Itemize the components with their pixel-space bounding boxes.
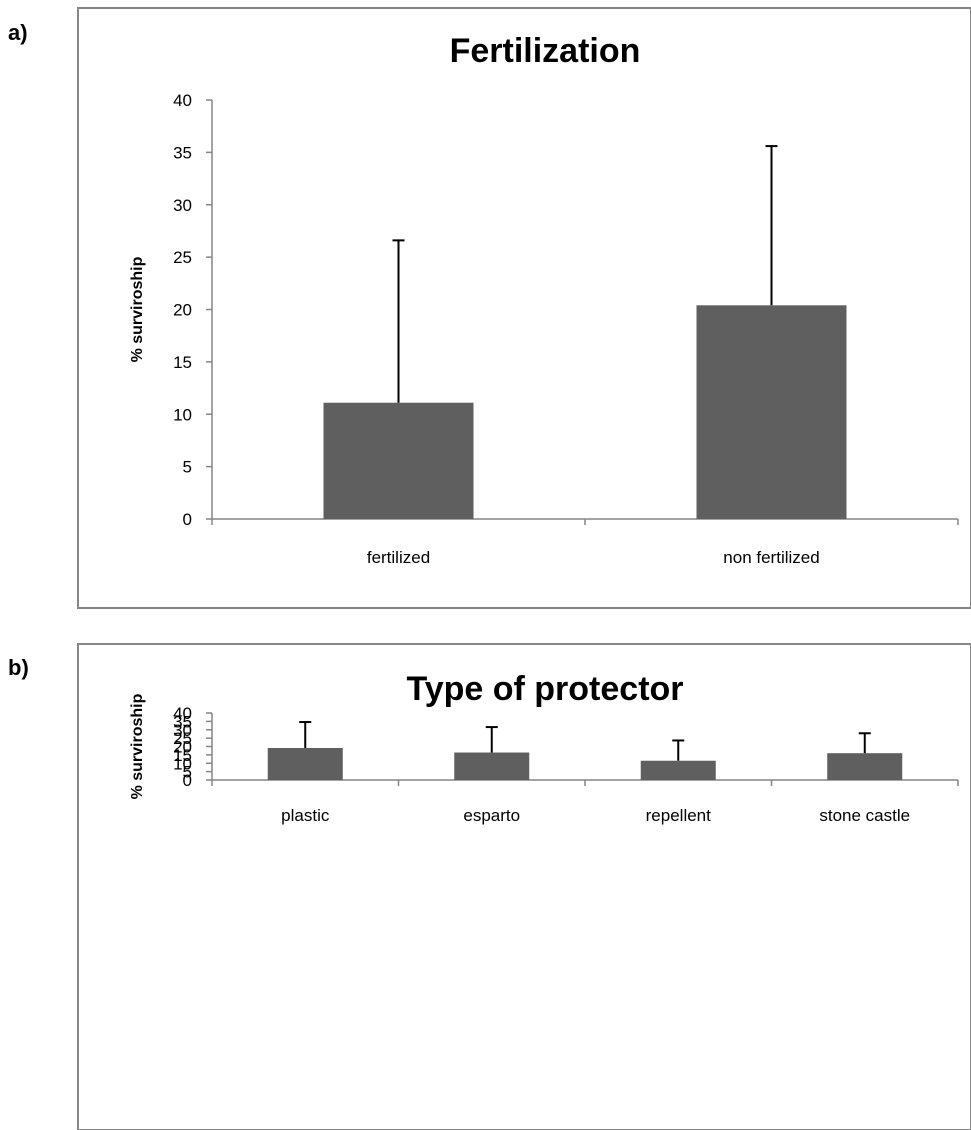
y-tick-label: 40: [173, 91, 192, 110]
y-tick-label: 35: [173, 143, 192, 162]
y-tick-label: 15: [173, 353, 192, 372]
bar: [323, 402, 474, 519]
y-tick-label: 30: [173, 721, 192, 740]
panel-label-b: b): [8, 655, 29, 680]
x-tick-label: non fertilized: [723, 548, 819, 567]
y-tick-label: 25: [173, 248, 192, 267]
x-tick-label: esparto: [463, 806, 520, 825]
bar: [267, 748, 343, 780]
y-tick-label: 15: [173, 746, 192, 765]
y-tick-label: 10: [173, 754, 192, 773]
y-tick-label: 35: [173, 712, 192, 731]
panel-label-a: a): [8, 20, 28, 45]
y-tick-label: 30: [173, 196, 192, 215]
chart-frame: [77, 7, 971, 609]
y-tick-label: 40: [173, 704, 192, 723]
chart-frame: [77, 643, 971, 1130]
x-tick-label: repellent: [646, 806, 711, 825]
y-tick-label: 20: [173, 301, 192, 320]
y-tick-label: 10: [173, 405, 192, 424]
y-tick-label: 25: [173, 729, 192, 748]
chart-title: Fertilization: [450, 32, 641, 70]
x-tick-label: plastic: [281, 806, 330, 825]
y-axis-label: % surviroship: [129, 256, 146, 362]
chart-a: Fertilization 0 5 10 15 20 25 30 35 40 % survirosh…: [77, 7, 971, 609]
bar: [640, 760, 716, 780]
bar: [454, 752, 530, 780]
bar: [696, 305, 847, 519]
y-tick-label: 5: [183, 763, 192, 782]
y-tick-label: 0: [183, 771, 192, 790]
y-axis-label: % surviroship: [129, 693, 146, 799]
bar: [827, 753, 903, 780]
y-tick-label: 20: [173, 738, 192, 757]
y-tick-label: 5: [183, 458, 192, 477]
x-tick-label: stone castle: [819, 806, 910, 825]
x-tick-label: fertilized: [367, 548, 430, 567]
y-tick-label: 0: [183, 510, 192, 529]
chart-title: Type of protector: [406, 670, 683, 708]
